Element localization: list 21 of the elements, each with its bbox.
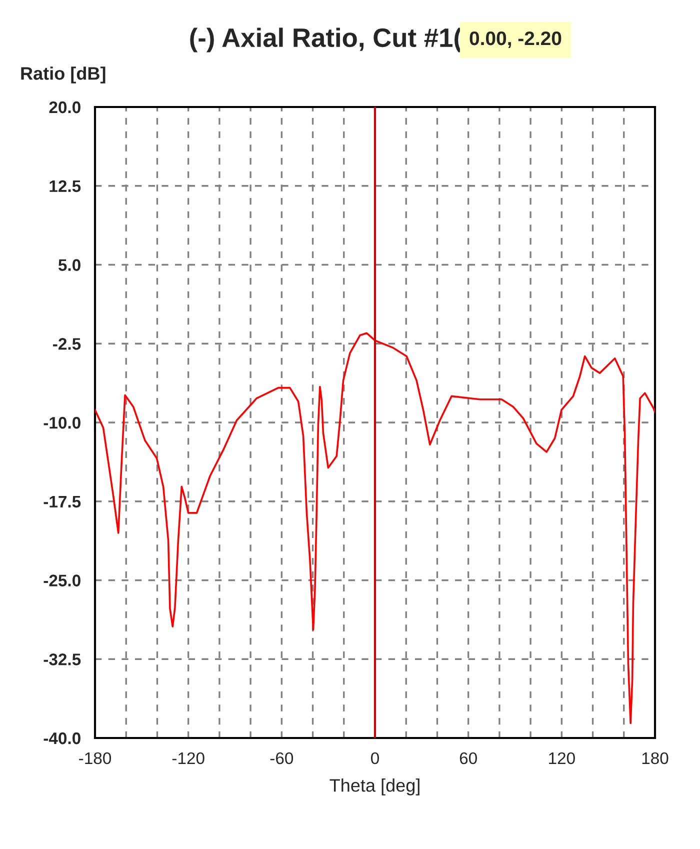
y-axis-title: Ratio [dB] [21,66,106,84]
y-tick-label: -40.0 [44,732,80,744]
chart-title: (-) Axial Ratio, Cut #1( [190,28,462,52]
x-tick-label: 120 [549,752,575,764]
y-tick-label: 12.5 [50,180,81,192]
text: 0.00, -2.20 [470,31,562,48]
y-tick-label: 5.0 [58,259,80,271]
y-tick-label: -10.0 [44,416,80,429]
y-tick-label: -2.5 [53,338,81,350]
line-series [95,332,655,724]
x-tick-label: 180 [642,752,668,764]
x-tick-label: 0 [371,752,379,764]
x-tick-label: 60 [460,752,477,764]
x-axis-title: Theta [deg] [330,778,420,796]
y-tick-label: -32.5 [44,654,81,666]
x-tick-label: -60 [270,752,294,764]
y-tick-label: -17.5 [44,496,81,508]
y-tick-label: 20.0 [49,101,80,114]
x-tick-label: -180 [79,752,112,764]
x-tick-label: -120 [172,752,204,764]
y-tick-label: -25.0 [44,574,80,586]
